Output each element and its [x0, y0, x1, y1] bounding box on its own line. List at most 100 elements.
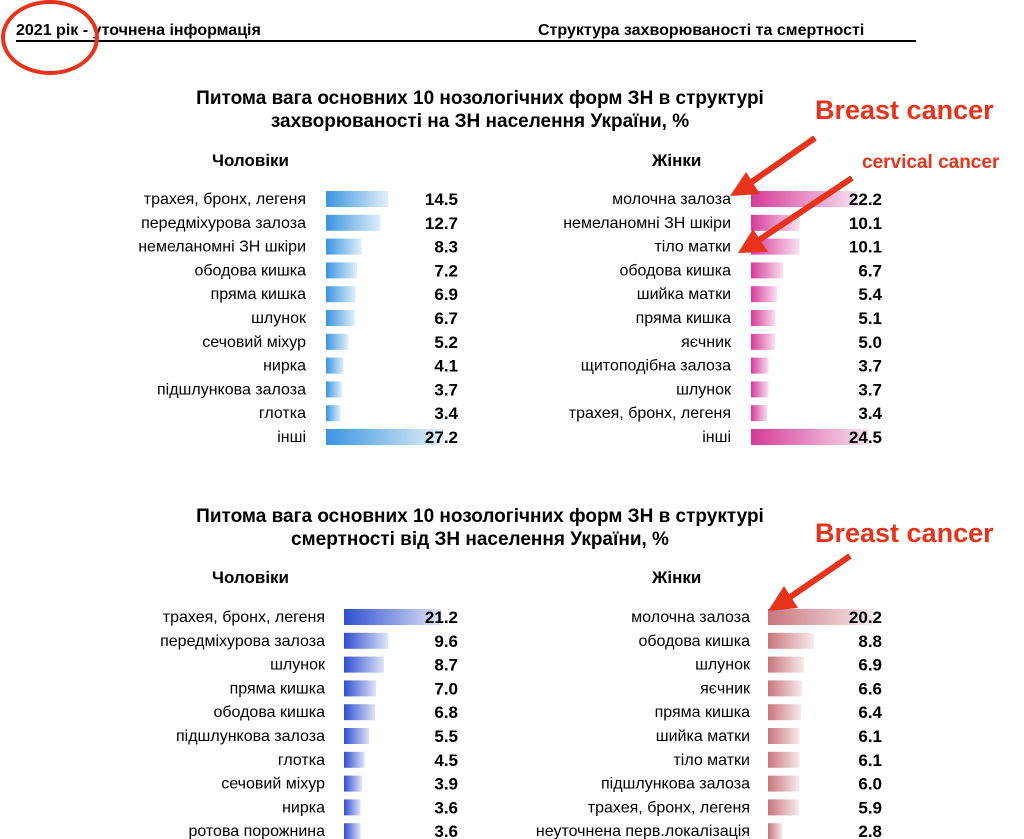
incidence-women-bar	[751, 262, 784, 279]
breast-cancer-annotation-top: Breast cancer	[815, 95, 994, 125]
incidence-women-value-label: 10.1	[849, 214, 882, 233]
incidence-men-value-label: 4.1	[434, 357, 458, 376]
mortality-women-value-label: 6.1	[858, 727, 882, 746]
mortality-men-category-label: ротова порожнина	[188, 823, 325, 839]
mortality-women-bar	[768, 823, 783, 839]
incidence-women-bar	[751, 405, 768, 422]
incidence-men-panel: трахея, бронх, легеня 14.5 передміхурова з…	[138, 190, 458, 447]
cervical-cancer-annotation: cervical cancer	[862, 152, 1000, 173]
incidence-women-value-label: 24.5	[849, 428, 882, 447]
mortality-men-bar	[344, 632, 389, 649]
incidence-men-value-label: 12.7	[425, 214, 458, 233]
mortality-women-category-label: шийка матки	[656, 728, 750, 745]
incidence-women-bar	[751, 381, 769, 398]
mortality-women-bar	[768, 656, 804, 673]
mortality-men-bar	[344, 704, 376, 721]
incidence-men-value-label: 6.9	[434, 285, 458, 304]
mortality-women-category-label: ободова кишка	[638, 633, 750, 650]
incidence-men-category-label: пряма кишка	[211, 286, 307, 303]
incidence-women-value-label: 6.7	[858, 261, 882, 280]
incidence-men-category-label: глотка	[259, 405, 306, 422]
mortality-men-heading: Чоловіки	[212, 568, 289, 587]
mortality-women-category-label: трахея, бронх, легеня	[588, 799, 750, 816]
incidence-men-heading: Чоловіки	[212, 151, 289, 170]
breast-cancer-arrowhead-bottom	[768, 586, 798, 611]
mortality-women-value-label: 20.2	[849, 608, 882, 627]
incidence-title: Питома вага основних 10 нозологічних фор…	[100, 87, 860, 133]
incidence-women-value-label: 5.4	[858, 285, 882, 304]
cervical-cancer-arrow	[748, 175, 854, 249]
incidence-men-value-label: 14.5	[425, 190, 458, 209]
incidence-women-value-label: 22.2	[849, 190, 882, 209]
incidence-men-value-label: 3.4	[434, 404, 458, 423]
incidence-title-line-2: захворюваності на ЗН населення України, …	[270, 111, 690, 132]
incidence-women-bar	[751, 286, 777, 303]
mortality-men-value-label: 5.5	[434, 727, 458, 746]
header-left-rest: - уточнена інформація	[78, 22, 261, 39]
incidence-men-bar	[326, 405, 341, 422]
cervical-cancer-arrowhead	[738, 229, 768, 253]
mortality-men-bar	[344, 656, 385, 673]
mortality-women-value-label: 6.9	[858, 656, 882, 675]
mortality-women-value-label: 5.9	[858, 798, 882, 817]
incidence-men-bar	[326, 429, 443, 445]
mortality-women-category-label: шлунок	[695, 657, 751, 674]
mortality-women-bar	[768, 728, 800, 744]
incidence-men-category-label: трахея, бронх, легеня	[144, 191, 306, 208]
year-highlight-circle	[1, 0, 99, 75]
incidence-men-bar	[326, 357, 344, 374]
incidence-women-heading: Жінки	[652, 151, 702, 170]
incidence-men-bar	[326, 238, 362, 255]
breast-cancer-arrow-bottom	[778, 553, 852, 607]
incidence-women-bar	[751, 357, 769, 374]
incidence-women-bar	[751, 333, 775, 350]
incidence-men-bar	[326, 286, 356, 303]
incidence-men-bar	[326, 381, 342, 398]
incidence-men-category-label: немеланомні ЗН шкіри	[138, 239, 306, 256]
incidence-women-value-label: 3.7	[858, 357, 882, 376]
mortality-men-panel: трахея, бронх, легеня 21.2 передміхурова з…	[160, 608, 458, 839]
mortality-men-category-label: пряма кишка	[230, 680, 326, 697]
breast-cancer-arrowhead-top	[730, 172, 760, 196]
incidence-men-bar	[326, 262, 357, 279]
mortality-men-bar	[344, 609, 442, 625]
mortality-men-category-label: шлунок	[270, 657, 326, 674]
mortality-women-bar	[768, 609, 874, 625]
incidence-women-category-label: інші	[702, 429, 731, 446]
incidence-men-category-label: передміхурова залоза	[141, 215, 306, 232]
breast-cancer-arrow-top	[738, 135, 817, 193]
mortality-women-bar	[768, 775, 800, 792]
mortality-men-category-label: сечовий міхур	[221, 776, 325, 793]
incidence-men-bar	[326, 333, 349, 350]
mortality-men-value-label: 6.8	[434, 703, 458, 722]
incidence-women-value-label: 5.0	[858, 333, 882, 352]
incidence-women-category-label: ободова кишка	[619, 262, 731, 279]
mortality-women-value-label: 6.6	[858, 679, 882, 698]
incidence-women-value-label: 10.1	[849, 238, 882, 257]
mortality-men-value-label: 4.5	[434, 751, 458, 770]
mortality-men-category-label: ободова кишка	[213, 704, 325, 721]
mortality-women-category-label: молочна залоза	[631, 609, 750, 626]
mortality-women-bar	[768, 632, 814, 649]
incidence-women-category-label: щитоподібна залоза	[581, 358, 731, 375]
incidence-women-category-label: немеланомні ЗН шкіри	[563, 215, 731, 232]
incidence-men-category-label: сечовий міхур	[202, 334, 306, 351]
mortality-men-category-label: підшлункова залоза	[176, 728, 325, 745]
header-right: Структура захворюваності та смертності	[538, 22, 865, 39]
incidence-women-category-label: молочна залоза	[612, 191, 731, 208]
mortality-men-category-label: глотка	[278, 752, 325, 769]
incidence-men-bar	[326, 191, 389, 207]
mortality-women-category-label: тіло матки	[673, 752, 750, 769]
mortality-men-bar	[344, 799, 361, 816]
mortality-title-line-1: Питома вага основних 10 нозологічних фор…	[196, 506, 764, 527]
mortality-men-bar	[344, 823, 361, 839]
incidence-men-value-label: 7.2	[434, 261, 458, 280]
incidence-women-category-label: яєчник	[681, 334, 732, 351]
mortality-men-category-label: нирка	[282, 799, 325, 816]
incidence-men-category-label: підшлункова залоза	[157, 381, 306, 398]
mortality-women-category-label: пряма кишка	[655, 704, 751, 721]
incidence-women-panel: молочна залоза 22.2 немеланомні ЗН шкіри 10…	[563, 190, 882, 447]
incidence-women-value-label: 3.4	[858, 404, 882, 423]
mortality-men-bar	[344, 728, 370, 744]
